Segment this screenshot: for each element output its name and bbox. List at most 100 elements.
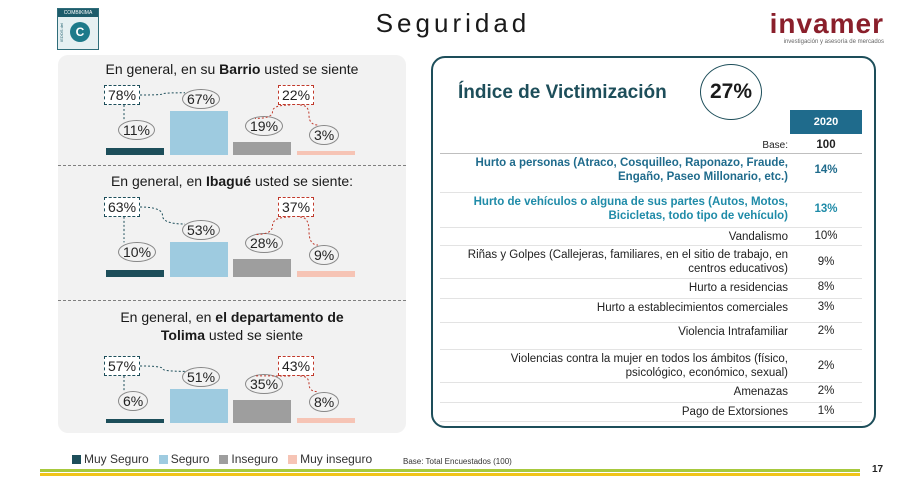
left-logo-emblem: C	[70, 22, 90, 42]
bar-seguro	[170, 110, 228, 155]
data-label-seguro: 51%	[182, 367, 221, 388]
legend-label-muy-inseguro: Muy inseguro	[300, 452, 373, 466]
table-row-label: Hurto a personas (Atraco, Cosquilleo, Ra…	[475, 157, 788, 183]
bar-seguro	[170, 389, 228, 423]
chart-legend: Muy Seguro Seguro Inseguro Muy inseguro	[72, 452, 372, 466]
legend-item-muy-inseguro: Muy inseguro	[288, 452, 372, 466]
bar-muy-seguro	[106, 419, 164, 423]
legend-item-muy-seguro: Muy Seguro	[72, 452, 149, 466]
legend-swatch-muy-inseguro	[288, 454, 298, 464]
brand-name: invamer	[769, 8, 884, 39]
data-label-muy-inseguro: 3%	[309, 125, 340, 145]
legend-swatch-seguro	[158, 454, 168, 464]
table-row-value: 3%	[817, 301, 835, 313]
legend-label-inseguro: Inseguro	[231, 452, 279, 466]
victimization-value: 27%	[709, 80, 753, 103]
data-label-seguro: 67%	[182, 88, 221, 109]
table-row-value: 9%	[817, 256, 835, 268]
chart-2-title-part: usted se siente:	[251, 173, 354, 189]
table-row-divider	[440, 278, 862, 279]
perception-panel	[58, 55, 406, 433]
chart-1-title-part: En general, en su	[105, 61, 220, 77]
data-label-inseguro: 35%	[245, 373, 284, 394]
data-label-muy-seguro: 11%	[118, 119, 155, 140]
left-logo-top-text: COMBIKIMA	[58, 9, 98, 17]
legend-swatch-muy-seguro	[72, 454, 81, 464]
chart-2-title: En general, en Ibagué usted se siente:	[58, 172, 406, 190]
legend-label-muy-seguro: Muy Seguro	[84, 452, 149, 466]
chart-3-title: En general, en el departamento de Tolima…	[58, 308, 406, 344]
table-row-value: 10%	[814, 230, 838, 242]
page-number: 17	[872, 464, 884, 475]
bar-inseguro	[233, 142, 291, 155]
table-row-divider	[440, 322, 862, 323]
chart-3-title-part: el departamento de Tolima	[160, 309, 344, 343]
table-row-divider	[440, 382, 862, 383]
table-row-label: Hurto a establecimientos comerciales	[596, 302, 788, 314]
table-row-label: Pago de Extorsiones	[681, 406, 788, 418]
legend-swatch-inseguro	[219, 454, 229, 464]
chart-divider	[58, 300, 406, 301]
table-row-value: 1%	[817, 405, 835, 417]
table-row-divider	[440, 298, 862, 299]
table-row-value: 8%	[817, 281, 835, 293]
table-row-divider	[440, 402, 862, 403]
footer-stripe-green	[40, 469, 860, 472]
group-total-seguro: 57%	[104, 356, 141, 376]
group-total-seguro: 63%	[104, 197, 141, 217]
chart-3-title-part: usted se siente	[205, 327, 304, 343]
table-row-label: Riñas y Golpes (Callejeras, familiares, …	[467, 249, 788, 275]
table-row-label: Violencias contra la mujer en todos los …	[510, 353, 788, 379]
chart-3-title-part: En general, en	[120, 309, 216, 325]
bar-muy-seguro	[106, 270, 164, 277]
table-row-value: 13%	[814, 203, 838, 215]
bar-muy-inseguro	[297, 271, 355, 277]
table-row-label: Vandalismo	[728, 231, 788, 243]
data-label-inseguro: 28%	[245, 232, 284, 253]
bar-seguro	[170, 242, 228, 277]
table-row-divider	[440, 349, 862, 350]
left-logo: COMBIKIMA IEDOS del C	[57, 8, 99, 50]
table-base-value: 100	[816, 139, 836, 151]
table-year-header: 2020	[790, 110, 862, 134]
group-total-inseguro: 37%	[278, 197, 315, 217]
data-label-inseguro: 19%	[245, 116, 284, 137]
legend-item-seguro: Seguro	[158, 452, 210, 466]
data-label-muy-seguro: 6%	[118, 391, 149, 411]
table-row-label: Hurto a residencias	[688, 282, 788, 294]
table-row-label: Amenazas	[733, 386, 788, 398]
table-row-divider	[440, 227, 862, 228]
base-note: Base: Total Encuestados (100)	[403, 457, 512, 466]
table-row-value: 14%	[814, 164, 838, 176]
table-row-value: 2%	[817, 325, 835, 337]
victimization-value-ring	[700, 64, 762, 120]
table-row-divider	[440, 421, 862, 422]
chart-1-title-part: Barrio	[219, 61, 261, 77]
data-label-muy-seguro: 10%	[118, 242, 157, 263]
data-label-muy-inseguro: 9%	[309, 245, 340, 266]
page-title: Seguridad	[375, 8, 531, 38]
chart-2-title-part: En general, en	[110, 173, 206, 189]
data-label-muy-inseguro: 8%	[309, 391, 340, 412]
bar-muy-inseguro	[297, 417, 355, 423]
table-row-divider	[440, 192, 862, 193]
table-row-label: Hurto de vehículos o alguna de sus parte…	[473, 196, 788, 222]
chart-divider	[58, 165, 406, 166]
footer-stripe-yellow	[40, 473, 860, 476]
chart-2-title-part: Ibagué	[205, 173, 252, 189]
victimization-title: Índice de Victimización	[458, 82, 667, 103]
table-base-label: Base:	[762, 140, 788, 151]
chart-1-title-part: usted se siente	[260, 61, 359, 77]
chart-1-title: En general, en su Barrio usted se siente	[58, 60, 406, 78]
data-label-seguro: 53%	[182, 220, 221, 241]
group-total-seguro: 78%	[104, 85, 141, 105]
legend-label-seguro: Seguro	[170, 452, 210, 466]
bar-muy-seguro	[106, 147, 164, 155]
table-row-divider	[440, 245, 862, 246]
group-total-inseguro: 43%	[278, 356, 315, 376]
brand-tagline: investigación y asesoría de mercados	[783, 39, 884, 45]
table-row-divider	[440, 153, 862, 154]
legend-item-inseguro: Inseguro	[219, 452, 278, 466]
bar-muy-inseguro	[297, 151, 355, 155]
